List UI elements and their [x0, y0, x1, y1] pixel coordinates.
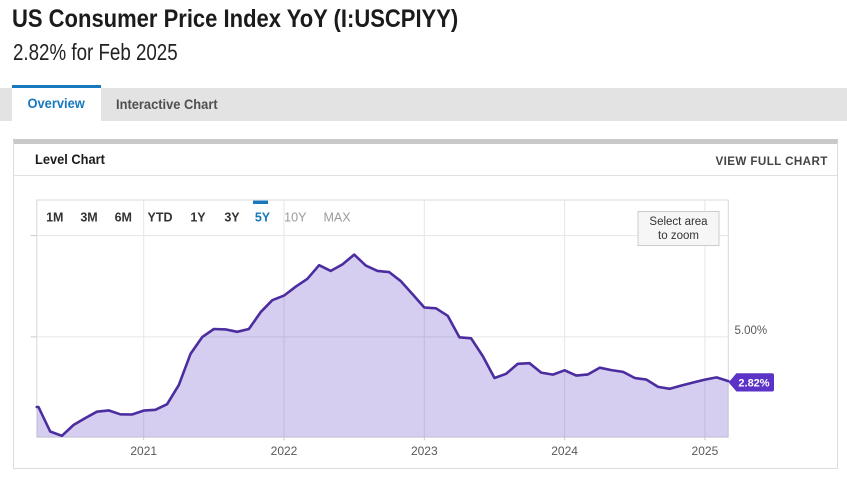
svg-text:MAX: MAX [323, 211, 351, 225]
svg-text:2024: 2024 [551, 444, 578, 458]
svg-text:10Y: 10Y [284, 211, 307, 225]
svg-text:2023: 2023 [411, 444, 438, 458]
svg-text:1Y: 1Y [190, 211, 206, 225]
svg-text:2022: 2022 [271, 444, 298, 458]
svg-text:3Y: 3Y [224, 211, 240, 225]
svg-text:6M: 6M [115, 211, 132, 225]
svg-text:Select area: Select area [649, 216, 708, 228]
svg-text:5.00%: 5.00% [735, 325, 768, 337]
svg-text:YTD: YTD [148, 211, 173, 225]
svg-text:2025: 2025 [692, 444, 719, 458]
svg-text:5Y: 5Y [255, 211, 271, 225]
svg-text:to zoom: to zoom [658, 230, 699, 242]
svg-text:2.82%: 2.82% [738, 377, 769, 389]
svg-text:1M: 1M [46, 211, 63, 225]
svg-text:2021: 2021 [130, 444, 157, 458]
svg-text:3M: 3M [80, 211, 97, 225]
